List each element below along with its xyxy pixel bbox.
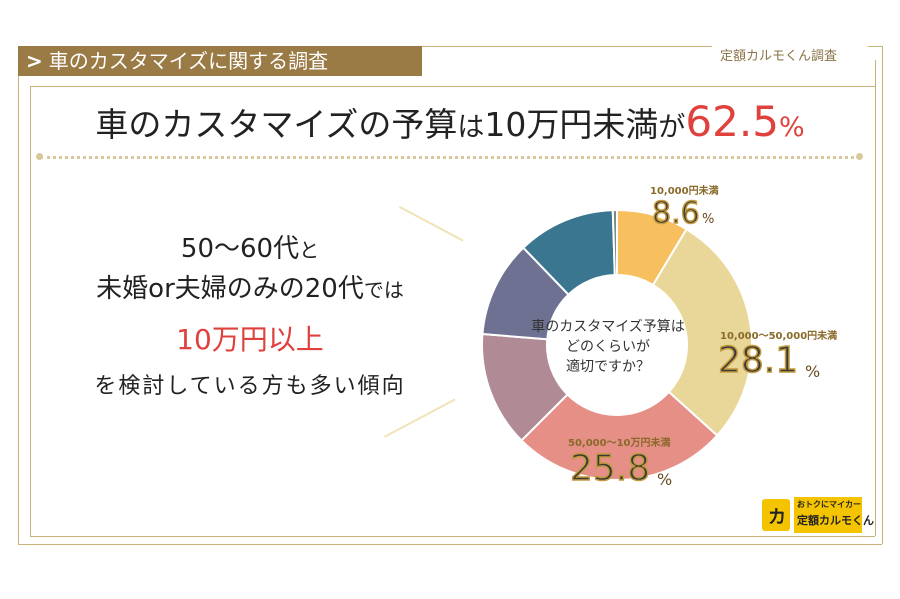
frame-top-line-2: [30, 86, 875, 87]
left-line-2-main: 未婚or夫婦のみの20代: [96, 274, 364, 304]
slice-2-percent: %: [805, 362, 821, 381]
left-line-2-small: では: [363, 278, 404, 302]
brand-logo-line-1: おトクにマイカー: [797, 500, 861, 509]
frame-top-line-right: [868, 46, 882, 47]
headline-unit: %: [778, 112, 805, 143]
slice-3-value: 25.8: [569, 447, 651, 490]
left-line-4: を検討している方も多い傾向: [94, 374, 406, 399]
chart-center-line-3: 適切ですか？: [566, 359, 650, 375]
chevron-right-icon: >: [26, 49, 43, 73]
headline-part3: 10万円未満: [484, 105, 659, 144]
donut-hole: [548, 276, 686, 414]
frame-left-line: [18, 46, 19, 544]
survey-title-tag: > 車のカスタマイズに関する調査: [18, 46, 422, 76]
brand-survey-label: 定額カルモくん調査: [720, 49, 838, 64]
brand-logo: カ おトクにマイカー 定額カルモくん: [762, 497, 874, 533]
dotted-divider-cap-right: [856, 153, 863, 160]
headline: 車のカスタマイズの予算は10万円未満が62.5%: [0, 100, 900, 150]
frame-left-line-2: [30, 86, 31, 536]
headline-part2: は: [457, 112, 485, 143]
slice-1-value: 8.6: [651, 195, 700, 232]
brand-logo-line-2: 定額カルモくん: [797, 514, 874, 527]
slice-3-percent: %: [657, 470, 673, 489]
left-line-1-main: 50～60代: [180, 234, 300, 264]
slice-1-percent: %: [702, 212, 715, 227]
frame-top-line: [422, 46, 712, 47]
slice-3-label: 50,000～10万円未満: [568, 438, 671, 449]
car-logo-icon: カ: [762, 499, 790, 531]
left-line-1-small: と: [299, 238, 320, 262]
donut-slice-2: [651, 227, 753, 437]
slice-2-label: 10,000～50,000円未満: [720, 331, 838, 342]
chart-center-text: 車のカスタマイズ予算は どのくらいが 適切ですか？: [519, 317, 697, 377]
left-line-1: 50～60代と: [40, 228, 460, 265]
chart-center-line-1: 車のカスタマイズ予算は: [531, 319, 685, 335]
headline-part4: が: [658, 112, 686, 143]
donut-slice-7: [611, 208, 618, 277]
left-line-2: 未婚or夫婦のみの20代では: [40, 268, 460, 305]
donut-slice-3: [520, 390, 719, 481]
dotted-divider-cap-left: [36, 153, 43, 160]
headline-part1: 車のカスタマイズの予算: [95, 105, 458, 144]
slice-1-label: 10,000円未満: [650, 186, 719, 197]
dotted-divider: [40, 156, 860, 159]
frame-right-line: [882, 46, 883, 544]
frame-bottom-line-2: [30, 536, 875, 537]
headline-value: 62.5: [685, 97, 779, 146]
left-line-3-highlight: 10万円以上: [176, 323, 324, 356]
survey-title-label: 車のカスタマイズに関する調査: [48, 49, 329, 73]
frame-right-line-2: [875, 60, 876, 536]
slice-2-value: 28.1: [717, 339, 799, 382]
brand-logo-text: おトクにマイカー 定額カルモくん: [794, 497, 874, 533]
chart-center-line-2: どのくらいが: [566, 339, 650, 355]
frame-bottom-line: [18, 544, 882, 545]
